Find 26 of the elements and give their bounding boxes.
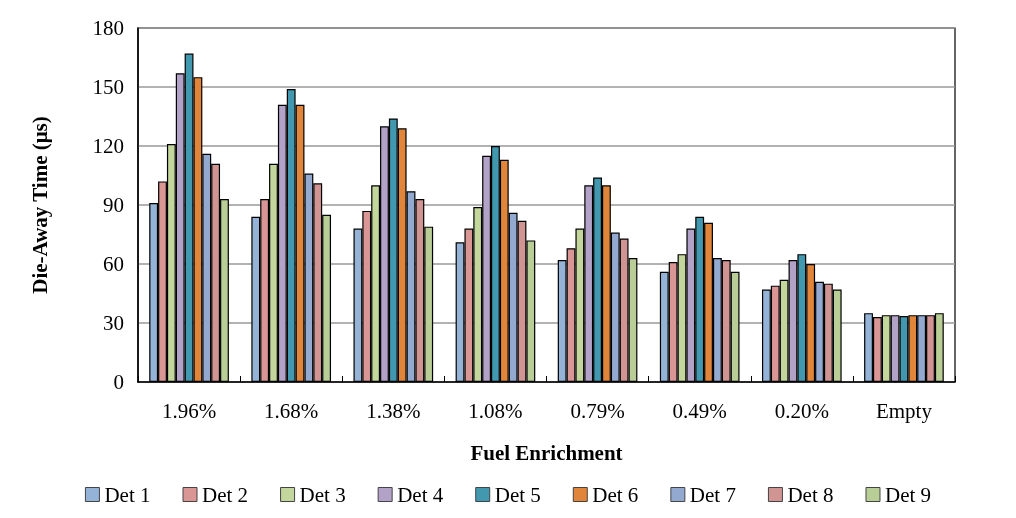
- x-tick-label: 1.38%: [366, 398, 421, 423]
- x-tick-label: 0.79%: [570, 398, 625, 423]
- legend-label: Det 5: [494, 482, 541, 507]
- y-tick-label: 0: [113, 370, 124, 394]
- x-tick-label: Empty: [875, 398, 933, 423]
- legend-label: Det 4: [397, 482, 444, 507]
- y-axis-title: Die-Away Time (μs): [27, 116, 52, 294]
- legend-label: Det 6: [592, 482, 639, 507]
- legend-label: Det 8: [787, 482, 834, 507]
- legend-label: Det 7: [689, 482, 736, 507]
- x-tick-label: 0.49%: [672, 398, 727, 423]
- x-tick-label: 1.68%: [264, 398, 319, 423]
- legend-label: Det 1: [104, 482, 151, 507]
- y-tick-label: 120: [92, 134, 124, 158]
- y-tick-label: 90: [103, 193, 124, 217]
- x-tick-label: 0.20%: [774, 398, 829, 423]
- y-tick-label: 150: [92, 75, 124, 99]
- y-tick-label: 60: [103, 252, 124, 276]
- x-axis-title: Fuel Enrichment: [470, 440, 623, 465]
- legend-label: Det 9: [885, 482, 932, 507]
- y-tick-label: 30: [103, 311, 124, 335]
- legend-label: Det 2: [202, 482, 249, 507]
- x-tick-label: 1.08%: [468, 398, 523, 423]
- legend-label: Det 3: [299, 482, 346, 507]
- x-tick-label: 1.96%: [161, 398, 217, 423]
- y-tick-label: 180: [92, 16, 124, 40]
